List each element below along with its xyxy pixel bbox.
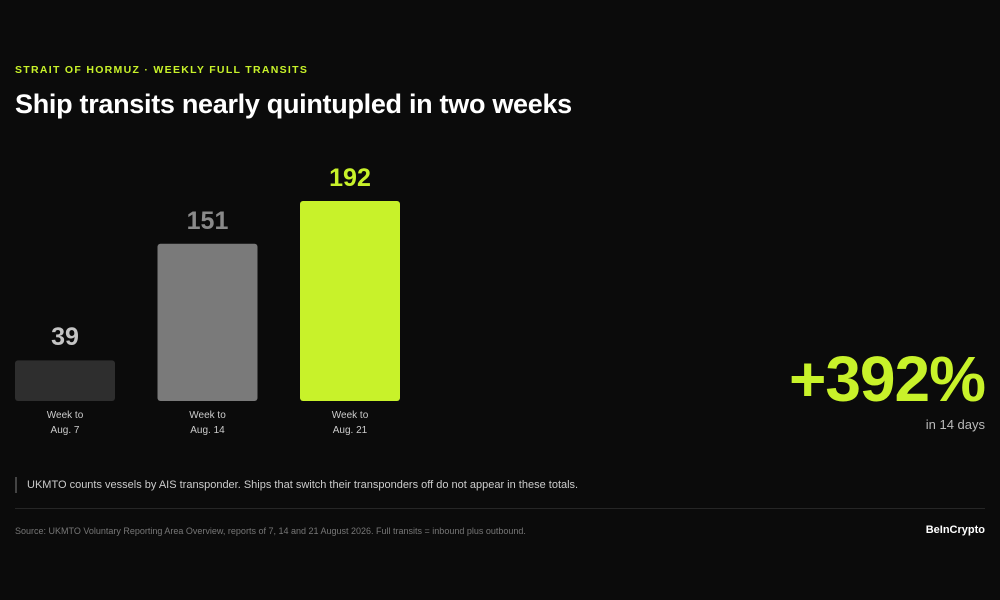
x-tick-label: Week to Aug. 7: [46, 410, 84, 436]
note: UKMTO counts vessels by AIS transponder.…: [15, 477, 578, 493]
bar: [15, 360, 115, 401]
divider: [15, 508, 985, 509]
value-label: 151: [186, 206, 229, 235]
highlight-stat: +392%: [788, 343, 986, 415]
value-label: 39: [51, 323, 79, 352]
kicker: STRAIT OF HORMUZ · WEEKLY FULL TRANSITS: [15, 64, 309, 76]
bar: [300, 201, 400, 401]
highlight-caption: in 14 days: [925, 417, 985, 432]
bar: [157, 243, 258, 401]
chart-title: Ship transits nearly quintupled in two w…: [15, 89, 572, 119]
brand: BeInCrypto: [925, 524, 985, 536]
x-tick-label: Week to Aug. 21: [331, 410, 369, 436]
value-label: 192: [329, 164, 371, 192]
source: Source: UKMTO Voluntary Reporting Area O…: [15, 526, 526, 536]
x-tick-label: Week to Aug. 14: [189, 410, 226, 436]
